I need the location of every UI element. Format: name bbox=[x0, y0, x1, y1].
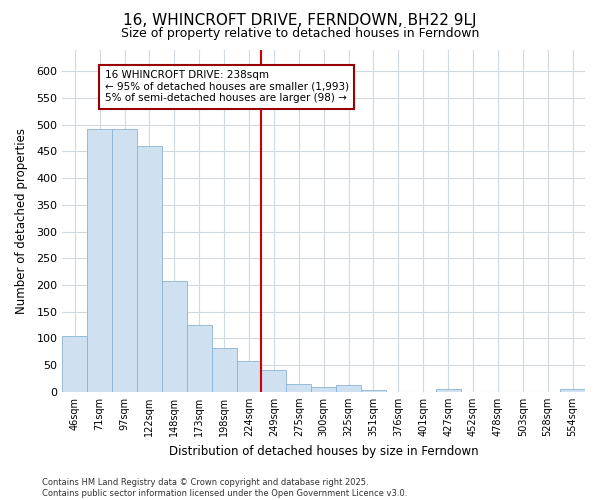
Bar bbox=[236, 362, 262, 392]
Text: Size of property relative to detached houses in Ferndown: Size of property relative to detached ho… bbox=[121, 28, 479, 40]
Bar bbox=[137, 146, 162, 392]
Bar bbox=[436, 388, 461, 392]
X-axis label: Distribution of detached houses by size in Ferndown: Distribution of detached houses by size … bbox=[169, 444, 478, 458]
Bar bbox=[262, 370, 286, 392]
Bar bbox=[162, 282, 187, 392]
Bar bbox=[187, 325, 212, 392]
Y-axis label: Number of detached properties: Number of detached properties bbox=[15, 128, 28, 314]
Bar bbox=[560, 388, 585, 392]
Text: 16, WHINCROFT DRIVE, FERNDOWN, BH22 9LJ: 16, WHINCROFT DRIVE, FERNDOWN, BH22 9LJ bbox=[123, 12, 477, 28]
Bar bbox=[286, 384, 311, 392]
Bar bbox=[87, 128, 112, 392]
Bar bbox=[336, 386, 361, 392]
Text: Contains HM Land Registry data © Crown copyright and database right 2025.
Contai: Contains HM Land Registry data © Crown c… bbox=[42, 478, 407, 498]
Bar bbox=[311, 387, 336, 392]
Bar bbox=[212, 348, 236, 392]
Text: 16 WHINCROFT DRIVE: 238sqm
← 95% of detached houses are smaller (1,993)
5% of se: 16 WHINCROFT DRIVE: 238sqm ← 95% of deta… bbox=[104, 70, 349, 104]
Bar bbox=[361, 390, 386, 392]
Bar bbox=[62, 336, 87, 392]
Bar bbox=[112, 128, 137, 392]
